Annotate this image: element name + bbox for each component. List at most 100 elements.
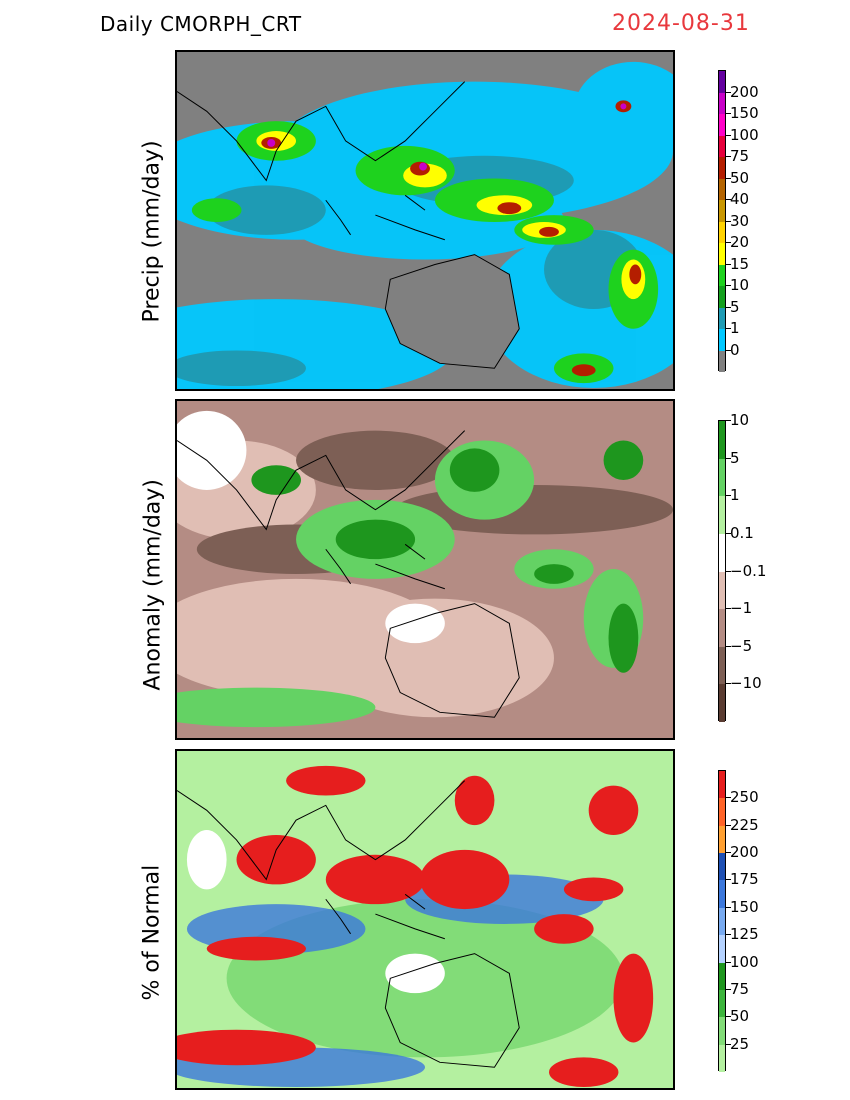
colorbar-tick-label: −0.1 xyxy=(730,561,767,580)
colorbar-tick-mark xyxy=(726,134,731,136)
colorbar-tick-label: 150 xyxy=(730,104,759,122)
anomaly-map xyxy=(175,399,675,740)
date-label: 2024-08-31 xyxy=(612,11,750,36)
colorbar-tick-label: 5 xyxy=(730,448,740,467)
colorbar-tick-label: 0.1 xyxy=(730,523,754,542)
colorbar-swatch xyxy=(719,286,725,308)
colorbar-tick-label: 50 xyxy=(730,168,750,187)
colorbar-swatch xyxy=(719,178,725,200)
colorbar-swatch xyxy=(719,157,725,179)
colorbar-tick-mark xyxy=(726,906,731,908)
colorbar-tick-label: 100 xyxy=(730,125,759,144)
colorbar-swatch xyxy=(719,350,725,372)
colorbar-tick-label: 25 xyxy=(730,1034,750,1053)
colorbar-tick-mark xyxy=(726,683,731,685)
colorbar-tick-mark xyxy=(726,242,731,243)
colorbar-swatch xyxy=(719,853,725,881)
percent-map xyxy=(175,749,675,1090)
colorbar-tick-mark xyxy=(726,113,731,114)
colorbar-tick-mark xyxy=(726,824,731,826)
colorbar-tick-label: 200 xyxy=(730,843,759,862)
colorbar-swatch xyxy=(719,264,725,286)
colorbar-swatch xyxy=(719,421,725,459)
colorbar-swatch xyxy=(719,329,725,351)
colorbar-tick-mark xyxy=(726,420,731,421)
colorbar-swatch xyxy=(719,935,725,963)
colorbar-tick-label: 200 xyxy=(730,82,759,101)
colorbar-tick-mark xyxy=(726,1043,731,1045)
colorbar-tick-label: 30 xyxy=(730,211,750,230)
colorbar-tick-mark xyxy=(726,797,731,799)
colorbar-tick-label: 175 xyxy=(730,870,759,889)
colorbar-tick-mark xyxy=(726,495,731,497)
colorbar-swatch xyxy=(719,825,725,854)
colorbar-swatch xyxy=(719,71,725,93)
colorbar-tick-label: 1 xyxy=(730,486,740,505)
percent-colorbar xyxy=(718,770,726,1072)
precip-colorbar xyxy=(718,70,726,372)
colorbar-tick-label: 75 xyxy=(730,979,750,998)
colorbar-tick-label: −1 xyxy=(730,599,753,618)
colorbar-swatch xyxy=(719,989,725,1018)
colorbar-tick-label: 50 xyxy=(730,1007,750,1026)
colorbar-tick-mark xyxy=(726,91,731,93)
colorbar-tick-mark xyxy=(726,306,731,308)
colorbar-swatch xyxy=(719,114,725,136)
colorbar-tick-label: 125 xyxy=(730,925,759,944)
colorbar-tick-mark xyxy=(726,263,731,265)
colorbar-tick-mark xyxy=(726,961,731,963)
colorbar-tick-label: 15 xyxy=(730,254,750,273)
colorbar-swatch xyxy=(719,571,725,610)
colorbar-tick-label: 100 xyxy=(730,952,759,971)
colorbar-swatch xyxy=(719,533,725,572)
precip-map xyxy=(175,50,675,391)
colorbar-swatch xyxy=(719,135,725,157)
colorbar-tick-label: 225 xyxy=(730,815,759,834)
colorbar-swatch xyxy=(719,221,725,243)
precip-axis-label: Precip (mm/day) xyxy=(139,140,165,323)
colorbar-tick-mark xyxy=(726,570,731,572)
colorbar-swatch xyxy=(719,243,725,265)
colorbar-swatch xyxy=(719,1017,725,1045)
percent-axis-label: % of Normal xyxy=(139,864,165,1001)
colorbar-tick-label: 0 xyxy=(730,340,740,359)
colorbar-tick-mark xyxy=(726,285,731,286)
colorbar-tick-mark xyxy=(726,852,731,854)
colorbar-swatch xyxy=(719,307,725,329)
colorbar-swatch xyxy=(719,458,725,497)
colorbar-tick-mark xyxy=(726,177,731,179)
colorbar-tick-label: 10 xyxy=(730,411,750,429)
product-title: Daily CMORPH_CRT xyxy=(100,12,302,36)
anomaly-axis-label: Anomaly (mm/day) xyxy=(140,479,166,691)
colorbar-swatch xyxy=(719,798,725,826)
colorbar-tick-mark xyxy=(726,988,731,990)
colorbar-tick-mark xyxy=(726,156,731,157)
colorbar-tick-label: 40 xyxy=(730,190,750,208)
colorbar-swatch xyxy=(719,684,725,722)
colorbar-tick-mark xyxy=(726,645,731,647)
colorbar-tick-mark xyxy=(726,220,731,222)
colorbar-swatch xyxy=(719,907,725,936)
colorbar-tick-mark xyxy=(726,1016,731,1018)
colorbar-tick-label: −10 xyxy=(730,674,762,693)
anomaly-colorbar xyxy=(718,420,726,722)
colorbar-tick-label: 1 xyxy=(730,319,740,337)
colorbar-tick-label: 75 xyxy=(730,147,750,165)
colorbar-tick-label: 150 xyxy=(730,897,759,916)
colorbar-swatch xyxy=(719,962,725,990)
colorbar-tick-label: −5 xyxy=(730,636,753,655)
colorbar-tick-mark xyxy=(726,349,731,351)
colorbar-tick-label: 5 xyxy=(730,297,740,316)
colorbar-tick-mark xyxy=(726,608,731,610)
colorbar-swatch xyxy=(719,771,725,799)
colorbar-swatch xyxy=(719,496,725,534)
colorbar-tick-mark xyxy=(726,199,731,200)
colorbar-tick-mark xyxy=(726,879,731,881)
colorbar-tick-mark xyxy=(726,457,731,459)
colorbar-tick-label: 20 xyxy=(730,233,750,251)
colorbar-swatch xyxy=(719,880,725,908)
colorbar-tick-label: 250 xyxy=(730,788,759,807)
colorbar-swatch xyxy=(719,646,725,685)
colorbar-swatch xyxy=(719,609,725,647)
colorbar-tick-label: 10 xyxy=(730,276,750,294)
